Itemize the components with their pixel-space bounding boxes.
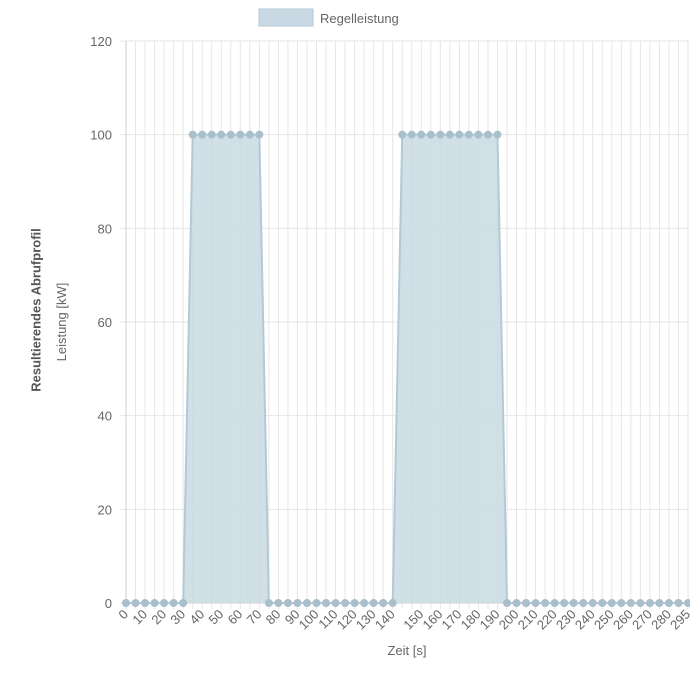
data-point[interactable] <box>675 600 682 607</box>
data-point[interactable] <box>237 131 244 138</box>
y-tick-label: 20 <box>98 502 112 517</box>
data-point[interactable] <box>342 600 349 607</box>
x-tick-label: 70 <box>244 607 265 628</box>
data-point[interactable] <box>294 600 301 607</box>
data-point[interactable] <box>542 600 549 607</box>
data-point[interactable] <box>123 600 130 607</box>
data-point[interactable] <box>475 131 482 138</box>
x-tick-label: 140 <box>372 607 398 633</box>
data-point[interactable] <box>227 131 234 138</box>
y-tick-label: 60 <box>98 315 112 330</box>
data-point[interactable] <box>532 600 539 607</box>
x-tick-label: 20 <box>148 607 169 628</box>
data-point[interactable] <box>561 600 568 607</box>
data-point[interactable] <box>170 600 177 607</box>
data-point[interactable] <box>303 600 310 607</box>
page-title-text: Resultierendes Abrufprofil <box>29 228 44 391</box>
y-tick-label: 80 <box>98 221 112 236</box>
series-area <box>126 135 688 603</box>
data-point[interactable] <box>646 600 653 607</box>
x-tick-label: 10 <box>129 607 150 628</box>
data-point[interactable] <box>599 600 606 607</box>
data-point[interactable] <box>284 600 291 607</box>
data-point[interactable] <box>418 131 425 138</box>
legend-swatch[interactable] <box>259 9 313 26</box>
data-point[interactable] <box>218 131 225 138</box>
x-tick-label: 295 <box>667 607 690 633</box>
data-point[interactable] <box>275 600 282 607</box>
data-point[interactable] <box>199 131 206 138</box>
data-point[interactable] <box>142 600 149 607</box>
data-point[interactable] <box>513 600 520 607</box>
data-point[interactable] <box>351 600 358 607</box>
data-point[interactable] <box>637 600 644 607</box>
data-point[interactable] <box>151 600 158 607</box>
data-point[interactable] <box>399 131 406 138</box>
data-point[interactable] <box>504 600 511 607</box>
data-point[interactable] <box>589 600 596 607</box>
data-point[interactable] <box>618 600 625 607</box>
data-point[interactable] <box>132 600 139 607</box>
data-point[interactable] <box>323 600 330 607</box>
y-tick-label: 100 <box>90 128 112 143</box>
data-point[interactable] <box>570 600 577 607</box>
x-tick-label: 50 <box>206 607 227 628</box>
x-tick-label: 80 <box>263 607 284 628</box>
y-tick-label: 40 <box>98 409 112 424</box>
x-tick-label: 40 <box>186 607 207 628</box>
data-point[interactable] <box>437 131 444 138</box>
data-point[interactable] <box>380 600 387 607</box>
data-point[interactable] <box>484 131 491 138</box>
data-point[interactable] <box>408 131 415 138</box>
data-point[interactable] <box>465 131 472 138</box>
data-point[interactable] <box>332 600 339 607</box>
x-axis-title: Zeit [s] <box>387 643 426 658</box>
data-point[interactable] <box>370 600 377 607</box>
data-point[interactable] <box>580 600 587 607</box>
data-point[interactable] <box>256 131 263 138</box>
x-tick-label: 60 <box>225 607 246 628</box>
x-tick-label: 0 <box>115 607 131 623</box>
y-tick-label: 0 <box>105 596 112 611</box>
data-point[interactable] <box>161 600 168 607</box>
y-tick-label: 120 <box>90 34 112 49</box>
data-point[interactable] <box>494 131 501 138</box>
data-point[interactable] <box>685 600 690 607</box>
data-point[interactable] <box>523 600 530 607</box>
data-point[interactable] <box>627 600 634 607</box>
data-point[interactable] <box>361 600 368 607</box>
data-point[interactable] <box>189 131 196 138</box>
y-axis-title: Leistung [kW] <box>54 283 69 362</box>
x-tick-label: 30 <box>167 607 188 628</box>
data-point[interactable] <box>389 600 396 607</box>
data-point[interactable] <box>265 600 272 607</box>
data-point[interactable] <box>665 600 672 607</box>
data-point[interactable] <box>313 600 320 607</box>
legend-label[interactable]: Regelleistung <box>320 11 399 26</box>
data-point[interactable] <box>208 131 215 138</box>
data-point[interactable] <box>608 600 615 607</box>
data-point[interactable] <box>246 131 253 138</box>
data-point[interactable] <box>446 131 453 138</box>
data-point[interactable] <box>456 131 463 138</box>
data-point[interactable] <box>551 600 558 607</box>
data-point[interactable] <box>656 600 663 607</box>
data-point[interactable] <box>427 131 434 138</box>
data-point[interactable] <box>180 600 187 607</box>
